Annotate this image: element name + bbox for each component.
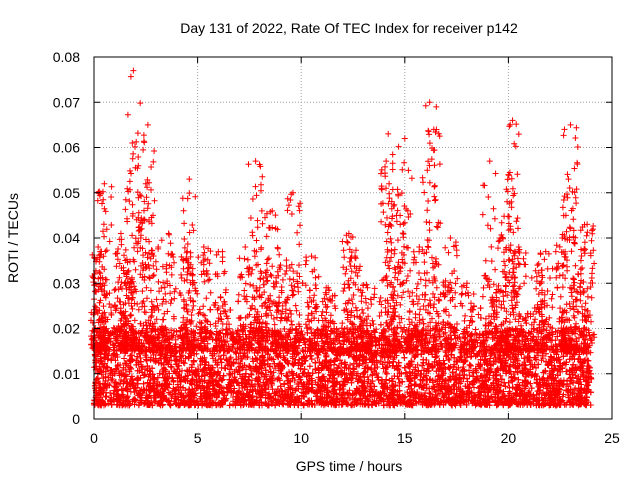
roti-peak-point	[577, 257, 584, 264]
roti-peak-point	[155, 244, 162, 251]
chart-title: Day 131 of 2022, Rate Of TEC Index for r…	[180, 20, 518, 36]
roti-peak-point	[219, 248, 226, 255]
roti-peak-point	[97, 248, 104, 255]
axis-ticks: 0 5 10 15 20 25 0 0.01 0.02 0.03 0.04 0.05 0.06 0.07 0…	[53, 49, 620, 446]
x-tick-label: 15	[397, 430, 413, 446]
x-tick-label: 25	[604, 430, 620, 446]
roti-peak-point	[509, 117, 516, 124]
roti-peak-point	[258, 207, 265, 214]
roti-peak-point	[567, 121, 574, 128]
roti-peak-point	[385, 130, 392, 137]
roti-peak-point	[308, 253, 315, 260]
roti-peak-point	[426, 99, 433, 106]
roti-peak-point	[289, 189, 296, 196]
y-tick-label: 0	[72, 411, 80, 427]
roti-peak-point	[252, 158, 259, 165]
roti-peak-point	[393, 212, 400, 219]
roti-peak-point	[277, 262, 284, 269]
y-tick-label: 0.01	[53, 366, 80, 382]
y-tick-label: 0.06	[53, 140, 80, 156]
roti-peak-point	[584, 221, 591, 228]
roti-peak-point	[364, 284, 371, 291]
roti-peak-point	[447, 235, 454, 241]
roti-peak-point	[542, 248, 549, 255]
x-tick-label: 10	[293, 430, 309, 446]
roti-peak-point	[117, 230, 124, 237]
roti-peak-point	[200, 244, 207, 251]
roti-peak-point	[165, 230, 172, 237]
roti-peak-point	[505, 171, 512, 178]
roti-peak-point	[325, 284, 332, 291]
roti-peak-point	[497, 235, 504, 241]
roti-peak-point	[124, 280, 131, 287]
roti-peak-point	[269, 207, 276, 214]
roti-peak-point	[486, 158, 493, 165]
y-axis-title: ROTI / TECUs	[5, 193, 21, 283]
roti-peak-point	[559, 235, 566, 241]
roti-peak-point	[184, 248, 191, 255]
roti-peak-point	[534, 262, 541, 269]
y-tick-label: 0.02	[53, 321, 80, 337]
roti-point-cluster	[91, 277, 594, 409]
roti-point-cluster	[440, 236, 591, 355]
roti-point-cluster	[148, 212, 430, 355]
x-tick-label: 5	[194, 430, 202, 446]
roti-peak-point	[142, 180, 149, 187]
roti-peak-point	[345, 230, 352, 237]
roti-peak-point	[401, 135, 408, 142]
roti-peak-point	[463, 280, 470, 287]
roti-peak-point	[565, 176, 572, 183]
y-tick-label: 0.07	[53, 94, 80, 110]
y-tick-label: 0.03	[53, 275, 80, 291]
x-tick-label: 0	[90, 430, 98, 446]
roti-peak-point	[430, 126, 437, 133]
roti-peak-point	[144, 121, 151, 128]
y-tick-label: 0.08	[53, 49, 80, 65]
roti-peak-point	[130, 67, 137, 74]
roti-peak-point	[95, 244, 102, 251]
roti-peak-point	[416, 244, 423, 251]
y-tick-label: 0.04	[53, 230, 80, 246]
x-tick-label: 20	[501, 430, 517, 446]
y-tick-label: 0.05	[53, 185, 80, 201]
roti-peak-point	[186, 176, 193, 183]
roti-peak-point	[515, 244, 522, 251]
roti-peak-point	[242, 244, 249, 251]
roti-peak-point	[101, 180, 108, 187]
roti-peak-point	[352, 253, 359, 260]
x-axis-title: GPS time / hours	[296, 458, 403, 474]
roti-peak-point	[129, 139, 136, 146]
roti-peak-point	[383, 158, 390, 165]
data-points	[88, 67, 598, 409]
